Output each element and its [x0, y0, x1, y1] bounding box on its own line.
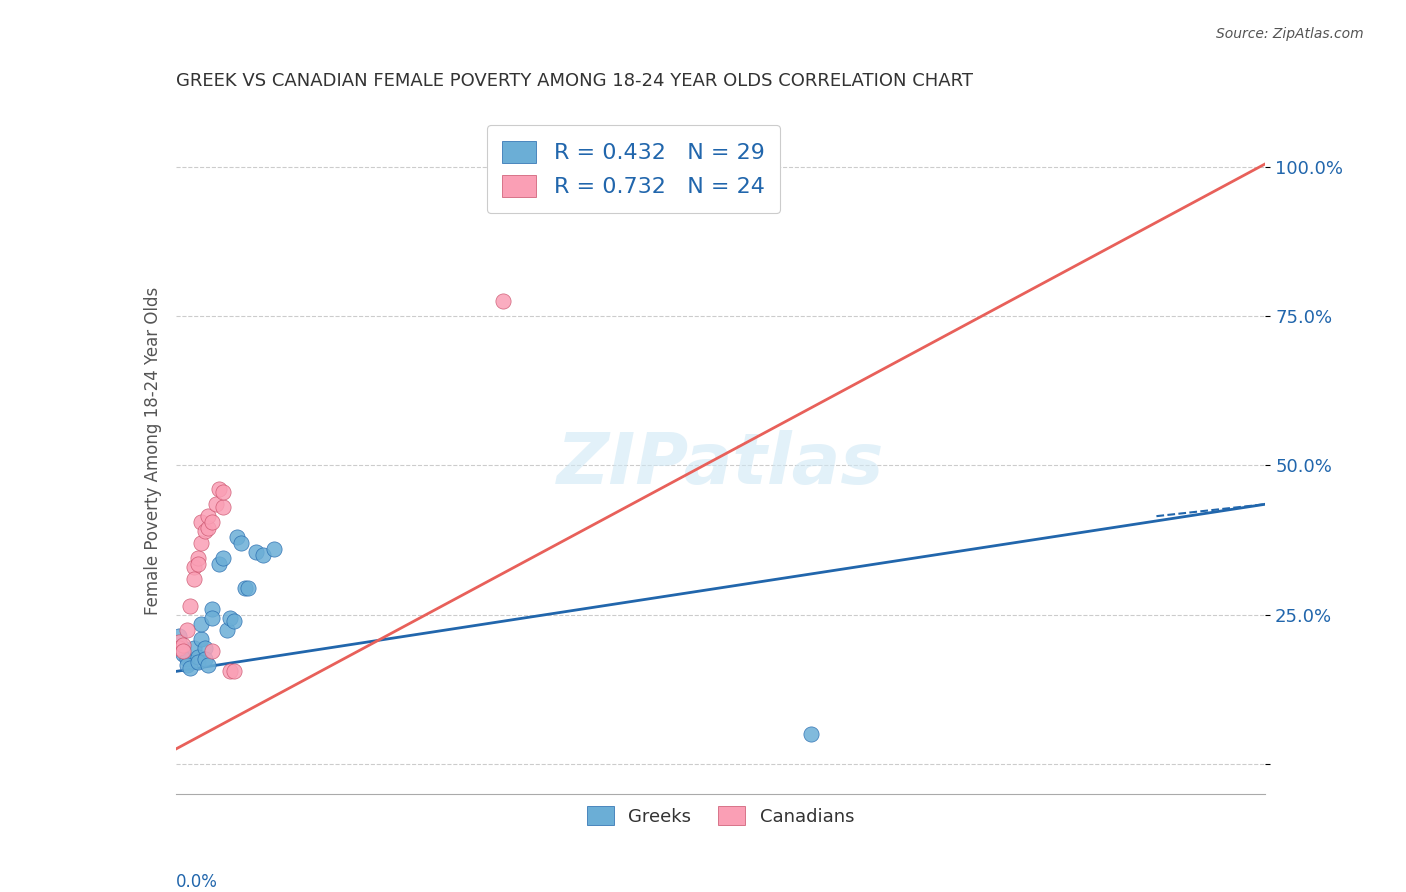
Point — [204, 497, 226, 511]
Point — [183, 560, 205, 574]
Point — [800, 727, 823, 741]
Point — [201, 610, 224, 624]
Point — [183, 572, 205, 586]
Text: Source: ZipAtlas.com: Source: ZipAtlas.com — [1216, 27, 1364, 41]
Point — [212, 485, 235, 500]
Point — [197, 509, 219, 524]
Point — [169, 634, 191, 648]
Point — [176, 623, 198, 637]
Point — [197, 658, 219, 673]
Point — [245, 545, 267, 559]
Point — [172, 647, 194, 661]
Point — [226, 530, 249, 544]
Point — [233, 581, 256, 595]
Point — [183, 640, 205, 655]
Point — [201, 515, 224, 529]
Point — [179, 599, 201, 613]
Point — [215, 623, 238, 637]
Point — [172, 640, 194, 655]
Text: GREEK VS CANADIAN FEMALE POVERTY AMONG 18-24 YEAR OLDS CORRELATION CHART: GREEK VS CANADIAN FEMALE POVERTY AMONG 1… — [176, 72, 973, 90]
Point — [222, 614, 245, 628]
Point — [208, 557, 231, 571]
Point — [212, 500, 235, 515]
Point — [190, 616, 212, 631]
Point — [238, 581, 260, 595]
Point — [219, 665, 242, 679]
Point — [169, 640, 191, 655]
Point — [172, 643, 194, 657]
Text: 0.0%: 0.0% — [176, 873, 218, 891]
Point — [201, 601, 224, 615]
Point — [492, 294, 515, 309]
Point — [208, 483, 231, 497]
Point — [252, 548, 274, 562]
Point — [194, 640, 217, 655]
Point — [186, 551, 209, 566]
Point — [179, 661, 201, 675]
Y-axis label: Female Poverty Among 18-24 Year Olds: Female Poverty Among 18-24 Year Olds — [143, 286, 162, 615]
Point — [201, 643, 224, 657]
Point — [186, 649, 209, 664]
Point — [190, 515, 212, 529]
Point — [194, 652, 217, 666]
Point — [186, 656, 209, 670]
Point — [219, 610, 242, 624]
Point — [212, 551, 235, 566]
Point — [190, 536, 212, 550]
Point — [172, 638, 194, 652]
Point — [197, 521, 219, 535]
Legend: Greeks, Canadians: Greeks, Canadians — [579, 799, 862, 833]
Point — [222, 665, 245, 679]
Text: ZIPatlas: ZIPatlas — [557, 430, 884, 499]
Point — [231, 536, 253, 550]
Point — [176, 652, 198, 666]
Point — [186, 557, 209, 571]
Point — [263, 541, 285, 556]
Point — [190, 632, 212, 646]
Point — [176, 658, 198, 673]
Point — [169, 629, 191, 643]
Point — [194, 524, 217, 538]
